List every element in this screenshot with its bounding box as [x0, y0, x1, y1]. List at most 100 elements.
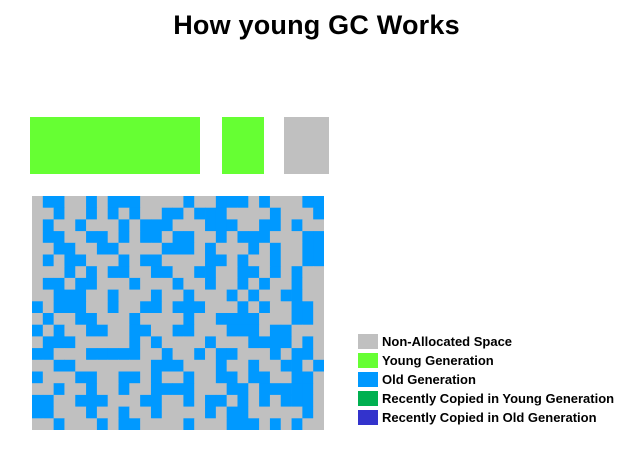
heap-cell-non-allocated — [64, 313, 76, 326]
heap-cell-old — [118, 231, 130, 244]
heap-cell-old — [205, 277, 217, 290]
heap-cell-non-allocated — [75, 359, 87, 372]
heap-cell-old — [215, 313, 228, 326]
heap-cell-non-allocated — [302, 277, 314, 290]
heap-cell-non-allocated — [96, 301, 109, 314]
heap-cell-non-allocated — [280, 242, 292, 255]
heap-cell-non-allocated — [205, 371, 217, 384]
heap-cell-old — [150, 254, 163, 267]
heap-cell-non-allocated — [64, 371, 76, 384]
heap-cell-non-allocated — [118, 277, 130, 290]
heap-cell-old — [75, 254, 87, 267]
heap-cell-old — [302, 301, 314, 314]
heap-cell-old — [215, 231, 228, 244]
heap-cell-non-allocated — [291, 207, 303, 220]
heap-cell-non-allocated — [161, 313, 173, 326]
heap-cell-old — [42, 394, 55, 407]
heap-cell-non-allocated — [205, 359, 217, 372]
heap-cell-non-allocated — [313, 383, 324, 396]
heap-cell-non-allocated — [226, 301, 238, 314]
heap-cell-non-allocated — [215, 336, 228, 349]
heap-cell-non-allocated — [313, 313, 324, 326]
heap-cell-old — [161, 348, 173, 361]
heap-cell-old — [53, 324, 65, 337]
heap-cell-old — [205, 254, 217, 267]
heap-cell-non-allocated — [107, 394, 119, 407]
heap-cell-non-allocated — [280, 313, 292, 326]
heap-cell-non-allocated — [269, 277, 282, 290]
heap-cell-non-allocated — [291, 242, 303, 255]
heap-cell-non-allocated — [140, 348, 152, 361]
heap-cell-old — [183, 371, 195, 384]
heap-cell-old — [107, 207, 119, 220]
heap-cell-non-allocated — [280, 254, 292, 267]
heap-cell-old — [248, 313, 260, 326]
heap-cell-non-allocated — [161, 394, 173, 407]
heap-cell-non-allocated — [194, 418, 206, 430]
heap-cell-old — [183, 196, 195, 209]
heap-cell-old — [237, 266, 249, 279]
heap-cell-non-allocated — [140, 242, 152, 255]
heap-cell-non-allocated — [96, 383, 109, 396]
heap-cell-old — [107, 196, 119, 209]
heap-cell-old — [75, 313, 87, 326]
heap-cell-non-allocated — [205, 301, 217, 314]
heap-cell-old — [150, 406, 163, 419]
heap-cell-old — [64, 254, 76, 267]
heap-cell-old — [302, 254, 314, 267]
heap-cell-non-allocated — [53, 313, 65, 326]
heap-cell-non-allocated — [313, 277, 324, 290]
heap-cell-non-allocated — [129, 242, 141, 255]
heap-cell-non-allocated — [215, 418, 228, 430]
heap-cell-non-allocated — [150, 418, 163, 430]
heap-cell-non-allocated — [291, 254, 303, 267]
heap-cell-non-allocated — [259, 207, 271, 220]
heap-cell-non-allocated — [150, 348, 163, 361]
heap-cell-non-allocated — [86, 359, 98, 372]
heap-cell-non-allocated — [248, 301, 260, 314]
heap-cell-non-allocated — [42, 301, 55, 314]
heap-cell-non-allocated — [237, 359, 249, 372]
heap-cell-old — [280, 394, 292, 407]
heap-cell-non-allocated — [205, 313, 217, 326]
heap-cell-non-allocated — [64, 277, 76, 290]
heap-cell-non-allocated — [107, 406, 119, 419]
heap-cell-old — [53, 196, 65, 209]
heap-cell-non-allocated — [32, 219, 44, 232]
heap-cell-old — [313, 359, 324, 372]
heap-cell-non-allocated — [140, 336, 152, 349]
heap-cell-old — [118, 406, 130, 419]
heap-cell-non-allocated — [237, 289, 249, 302]
legend-label-recently-copied-old: Recently Copied in Old Generation — [382, 410, 597, 425]
heap-cell-non-allocated — [194, 289, 206, 302]
heap-cell-non-allocated — [313, 394, 324, 407]
heap-cell-old — [248, 324, 260, 337]
heap-cell-old — [291, 266, 303, 279]
heap-cell-old — [215, 207, 228, 220]
heap-cell-old — [205, 406, 217, 419]
heap-cell-old — [53, 383, 65, 396]
heap-cell-non-allocated — [226, 266, 238, 279]
heap-cell-old — [53, 418, 65, 430]
heap-cell-old — [259, 371, 271, 384]
heap-cell-old — [129, 207, 141, 220]
heap-cell-old — [291, 301, 303, 314]
heap-cell-non-allocated — [129, 406, 141, 419]
legend-item-recently-copied-young: Recently Copied in Young Generation — [358, 389, 614, 408]
heap-cell-non-allocated — [269, 359, 282, 372]
heap-cell-non-allocated — [86, 219, 98, 232]
heap-cell-non-allocated — [269, 301, 282, 314]
heap-cell-non-allocated — [129, 266, 141, 279]
heap-cell-old — [129, 313, 141, 326]
heap-cell-non-allocated — [75, 383, 87, 396]
heap-cell-old — [259, 219, 271, 232]
heap-cell-old — [237, 254, 249, 267]
heap-cell-old — [183, 242, 195, 255]
heap-cell-non-allocated — [140, 371, 152, 384]
heap-cell-non-allocated — [64, 196, 76, 209]
heap-cell-old — [248, 418, 260, 430]
heap-cell-old — [215, 348, 228, 361]
heap-cell-non-allocated — [313, 219, 324, 232]
heap-cell-old — [269, 348, 282, 361]
heap-cell-non-allocated — [129, 301, 141, 314]
